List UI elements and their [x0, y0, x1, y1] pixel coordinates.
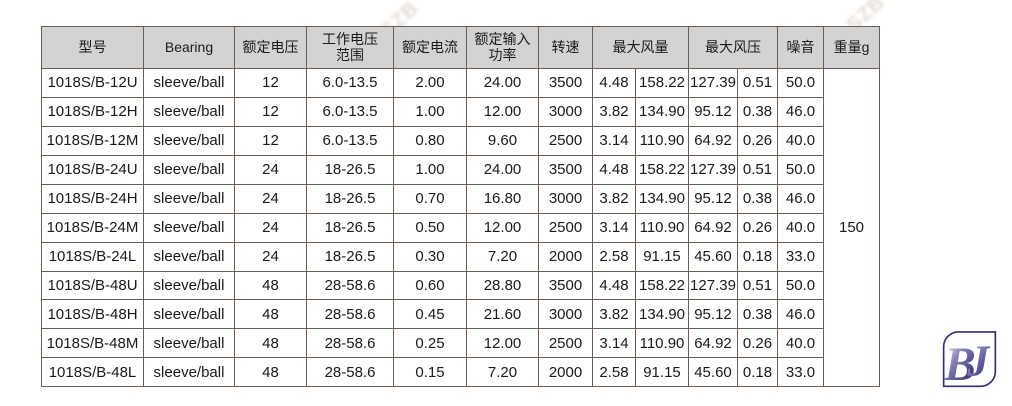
svg-text:J: J [966, 336, 991, 385]
